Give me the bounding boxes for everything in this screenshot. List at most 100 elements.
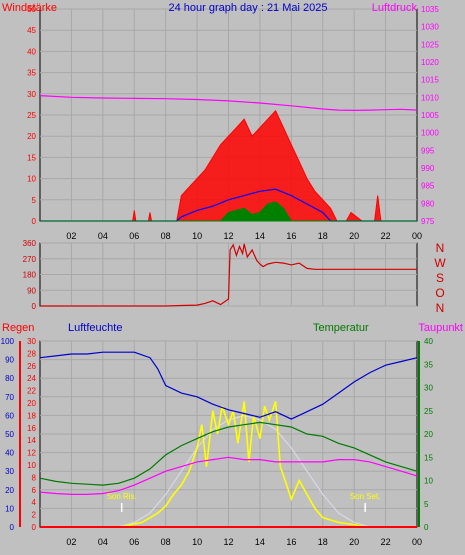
wind-y-tick: 30 <box>27 90 36 99</box>
temperature-y-ticks: 0 5 10 15 20 25 30 35 40 <box>418 337 433 532</box>
humidity-x-tick: 02 <box>66 537 76 547</box>
wind-y-tick: 10 <box>27 175 36 184</box>
rain-axis-label: Regen <box>2 322 34 334</box>
compass-label: N <box>436 241 445 255</box>
pressure-y-tick: 985 <box>421 182 435 191</box>
direction-y-tick: 0 <box>32 302 37 311</box>
humidity-y-tick: 40 <box>5 449 14 458</box>
rain-y-tick: 16 <box>27 424 36 433</box>
humidity-x-tick: 20 <box>349 537 359 547</box>
wind-y-tick: 35 <box>27 69 36 78</box>
rain-y-tick: 14 <box>27 436 36 445</box>
humidity-x-tick: 12 <box>223 537 233 547</box>
uv-line <box>40 414 417 528</box>
wind-x-tick: 16 <box>286 231 296 241</box>
temperature-y-tick: 40 <box>424 337 433 346</box>
chart-title: 24 hour graph day : 21 Mai 2025 <box>168 2 327 14</box>
humidity-axis-label: Luftfeuchte <box>68 322 122 334</box>
pressure-y-tick: 980 <box>421 199 435 208</box>
direction-y-tick: 270 <box>23 255 37 264</box>
compass-label: O <box>435 286 444 300</box>
direction-y-tick: 360 <box>23 239 37 248</box>
humidity-x-tick: 16 <box>286 537 296 547</box>
temperature-y-tick: 15 <box>424 453 433 462</box>
humidity-y-tick: 80 <box>5 374 14 383</box>
wind-x-tick: 06 <box>129 231 139 241</box>
humidity-x-tick: 06 <box>129 537 139 547</box>
temperature-y-tick: 30 <box>424 384 433 393</box>
solar-line <box>40 401 417 528</box>
humidity-line <box>39 351 418 420</box>
rain-y-tick: 30 <box>27 337 36 346</box>
temperature-y-tick: 35 <box>424 360 433 369</box>
humidity-y-tick: 30 <box>5 467 14 476</box>
rain-y-tick: 12 <box>27 449 36 458</box>
wind-x-tick: 10 <box>192 231 202 241</box>
humidity-x-tick: 00 <box>412 537 422 547</box>
humidity-temperature-x-ticks: 02 04 06 08 10 12 14 16 18 20 22 00 <box>66 537 422 547</box>
wind_green-series <box>40 201 417 222</box>
humidity-y-tick: 0 <box>10 523 15 532</box>
pressure-y-tick: 975 <box>421 217 435 226</box>
pressure-y-tick: 995 <box>421 146 435 155</box>
wind-x-tick: 00 <box>412 231 422 241</box>
rain-y-tick: 26 <box>27 362 36 371</box>
rain-y-tick: 2 <box>32 511 37 520</box>
wind-axis-label: Windstärke <box>2 2 57 14</box>
rain-y-tick: 10 <box>27 461 36 470</box>
humidity-y-tick: 10 <box>5 504 14 513</box>
wind-x-tick: 22 <box>381 231 391 241</box>
pressure-y-ticks: 975 980 985 990 995 1000 1005 1010 1015 1020 1025 1… <box>421 5 439 226</box>
wind-x-tick: 14 <box>255 231 265 241</box>
sunset-label: Son Set. <box>350 492 381 501</box>
humidity-y-tick: 20 <box>5 486 14 495</box>
rain-y-tick: 20 <box>27 399 36 408</box>
direction-series <box>40 243 417 307</box>
temperature-y-tick: 5 <box>424 500 429 509</box>
direction-grid <box>40 242 417 307</box>
humidity-x-tick: 10 <box>192 537 202 547</box>
pressure-y-tick: 1020 <box>421 58 439 67</box>
humidity-y-ticks: 0 10 20 30 40 50 60 70 80 90 100 <box>1 337 15 532</box>
pressure-y-tick: 1035 <box>421 5 439 14</box>
wind-x-tick: 20 <box>349 231 359 241</box>
compass-label: N <box>436 301 445 315</box>
direction-y-ticks: 0 90 180 270 360 <box>23 239 37 311</box>
pressure-y-tick: 1005 <box>421 111 439 120</box>
wind-y-tick: 15 <box>27 153 36 162</box>
temperature-y-tick: 0 <box>424 523 429 532</box>
humidity-y-tick: 60 <box>5 411 14 420</box>
rain-y-tick: 28 <box>27 349 36 358</box>
wind-x-tick: 04 <box>98 231 108 241</box>
rain-y-tick: 0 <box>32 523 37 532</box>
humidity-y-tick: 90 <box>5 356 14 365</box>
humidity-x-tick: 18 <box>318 537 328 547</box>
rain-y-tick: 18 <box>27 411 36 420</box>
temperature-axis-label: Temperatur <box>313 322 369 334</box>
wind-x-tick: 18 <box>318 231 328 241</box>
humidity-x-tick: 22 <box>381 537 391 547</box>
temperature-y-tick: 20 <box>424 430 433 439</box>
direction-line <box>40 243 417 307</box>
rain-y-tick: 8 <box>32 473 37 482</box>
humidity-y-tick: 70 <box>5 393 14 402</box>
wind-y-tick: 0 <box>32 217 37 226</box>
pressure-y-tick: 1000 <box>421 129 439 138</box>
rain-y-tick: 24 <box>27 374 36 383</box>
wind-pressure-series <box>39 95 418 222</box>
wind-y-tick: 40 <box>27 47 36 56</box>
wind-x-tick: 12 <box>223 231 233 241</box>
wind-y-ticks: 0 5 10 15 20 25 30 35 40 45 50 <box>27 5 36 226</box>
pressure-line <box>39 95 418 112</box>
rain-y-tick: 6 <box>32 486 37 495</box>
temperature-line <box>39 421 418 486</box>
humidity-x-tick: 04 <box>98 537 108 547</box>
rain-y-tick: 4 <box>32 498 37 507</box>
dewpoint-line <box>39 456 418 495</box>
